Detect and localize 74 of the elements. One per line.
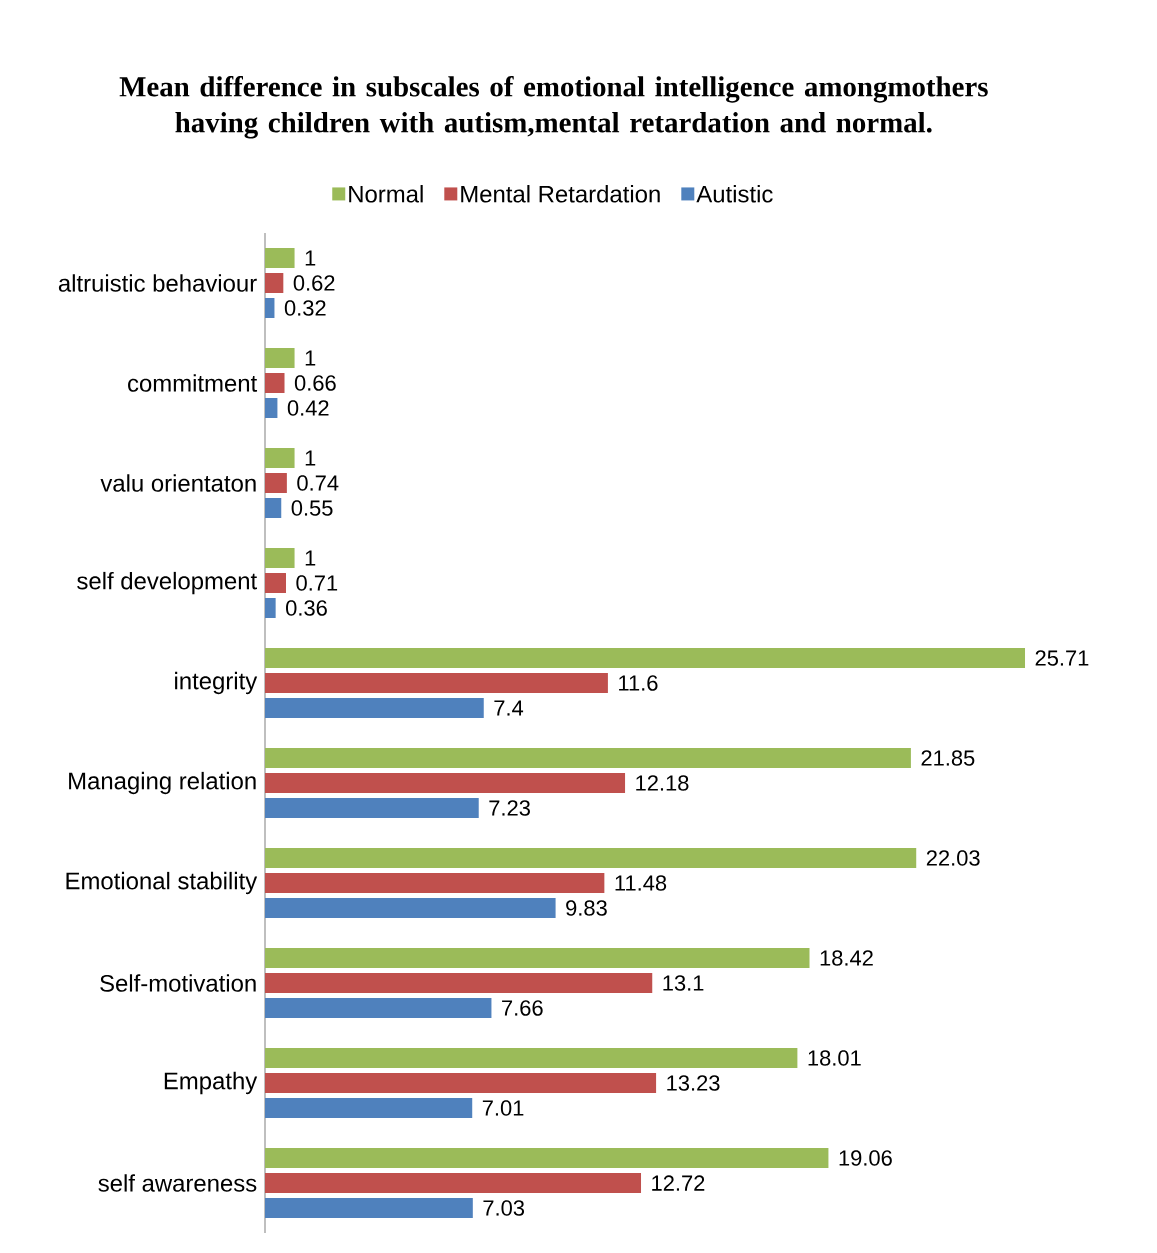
- bar: [265, 548, 295, 569]
- data-label: 13.23: [667, 1075, 720, 1091]
- data-label: 0.74: [297, 475, 339, 491]
- data-label: 22.03: [926, 850, 980, 866]
- data-label: 13.1: [663, 975, 704, 991]
- data-label: 7.23: [489, 800, 530, 816]
- data-label: 11.48: [615, 875, 667, 891]
- data-label: 11.6: [619, 675, 658, 691]
- y-tick-label: self development: [77, 571, 257, 595]
- bar: [265, 473, 287, 494]
- data-label: 0.71: [296, 575, 338, 591]
- data-label: 7.01: [482, 1100, 524, 1116]
- y-tick-label: integrity: [175, 671, 258, 695]
- data-label: 0.55: [291, 500, 333, 516]
- y-tick-label: valu orientaton: [100, 474, 256, 492]
- data-label: 7.4: [494, 700, 524, 716]
- data-label: 0.62: [293, 275, 335, 291]
- bar: [265, 698, 484, 719]
- bar: [265, 1173, 642, 1194]
- bar: [265, 748, 911, 769]
- data-label: 0.42: [287, 400, 329, 416]
- bar: [265, 973, 653, 994]
- data-label: 18.01: [808, 1050, 861, 1066]
- bar: [265, 673, 608, 694]
- bar: [265, 1073, 657, 1094]
- data-label: 7.03: [483, 1200, 525, 1216]
- chart-title: Mean difference in subscales of emotional intelligence amongmothers having children with autism,mental retardation and normal.: [119, 75, 988, 139]
- bar: [265, 598, 276, 619]
- bar: [265, 773, 626, 794]
- y-tick-label: commitment: [128, 374, 258, 392]
- bar: [265, 373, 285, 394]
- bar: [265, 448, 295, 469]
- bar: [265, 798, 479, 819]
- bar: [265, 998, 492, 1019]
- data-label: 21.85: [921, 750, 975, 766]
- data-label: 1: [305, 350, 316, 366]
- bar: [265, 348, 295, 369]
- bar: [265, 273, 284, 294]
- data-label: 19.06: [839, 1150, 892, 1166]
- y-tick-label: Self-motivation: [100, 974, 256, 992]
- data-label: 9.83: [566, 900, 607, 916]
- bar: [265, 898, 556, 919]
- data-label: 7.66: [502, 1000, 543, 1016]
- bar: [265, 948, 810, 969]
- bar: [265, 873, 605, 894]
- legend-label: Autistic: [696, 185, 773, 203]
- y-tick-label: Managing relation: [69, 771, 256, 795]
- data-label: 0.32: [284, 300, 326, 316]
- y-tick-label: self awareness: [98, 1174, 257, 1192]
- data-label: 18.42: [820, 950, 873, 966]
- data-label: 1: [305, 250, 316, 266]
- bar: [265, 248, 295, 269]
- bar: [265, 573, 286, 594]
- bar: [265, 298, 275, 319]
- bar: [265, 1198, 473, 1219]
- data-label: 1: [305, 450, 316, 466]
- bar: [265, 1098, 473, 1119]
- bar: [265, 498, 282, 519]
- data-label: 12.72: [652, 1175, 705, 1191]
- bar: [265, 848, 917, 869]
- data-label: 0.66: [294, 375, 336, 391]
- data-label: 1: [305, 550, 316, 566]
- data-label: 0.36: [286, 600, 327, 616]
- bar: [265, 1048, 798, 1069]
- bar: [265, 648, 1026, 669]
- y-tick-label: altruistic behaviour: [58, 274, 257, 292]
- data-label: 12.18: [636, 775, 689, 791]
- bar: [265, 1148, 829, 1169]
- y-tick-label: Emotional stability: [66, 871, 258, 895]
- data-label: 25.71: [1035, 650, 1089, 666]
- bar: [265, 398, 278, 419]
- legend-label: Mental Retardation: [461, 185, 660, 203]
- legend-label: Normal: [349, 185, 423, 203]
- y-tick-label: Empathy: [164, 1071, 258, 1095]
